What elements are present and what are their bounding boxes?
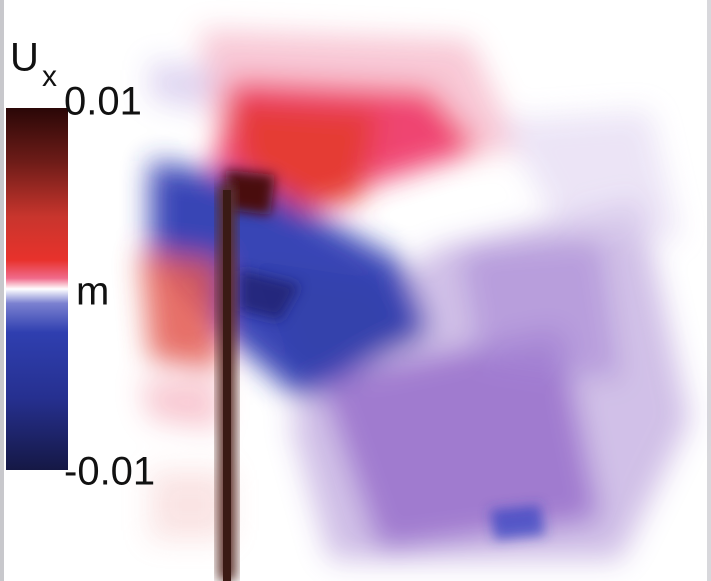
colorbar-unit: m bbox=[76, 270, 109, 314]
colorbar: U x 0.01 m -0.01 bbox=[6, 36, 155, 494]
colorbar-scale bbox=[6, 108, 68, 470]
left-border bbox=[0, 0, 4, 581]
colorbar-label: U bbox=[10, 36, 39, 80]
colorbar-max: 0.01 bbox=[64, 80, 142, 124]
right-border bbox=[707, 0, 711, 581]
inclusion-core bbox=[223, 190, 231, 581]
colorbar-min: -0.01 bbox=[64, 450, 155, 494]
displacement-field bbox=[140, 30, 690, 581]
colorbar-subscript: x bbox=[42, 60, 57, 93]
